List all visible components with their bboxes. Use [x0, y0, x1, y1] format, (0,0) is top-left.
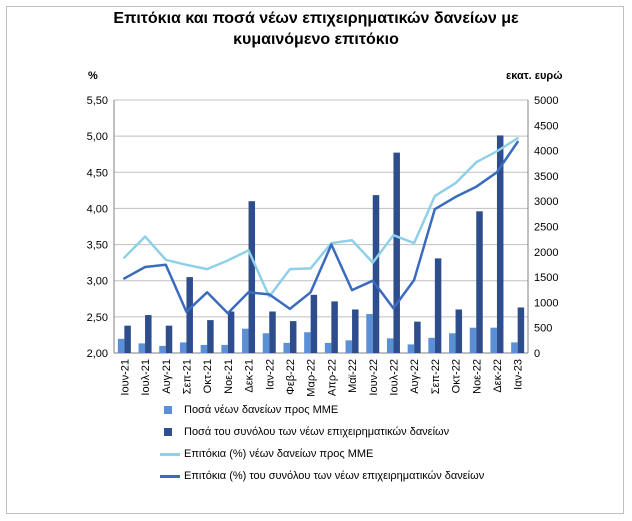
bar-2	[331, 301, 338, 353]
bar-2	[455, 309, 463, 353]
bar-1	[366, 314, 373, 353]
x-tick-label: Νοε-22	[471, 359, 483, 394]
bar-1	[117, 338, 125, 353]
bar-1	[324, 342, 332, 353]
legend-label: Ποσά του συνόλου των νέων επιχειρηματικώ…	[184, 426, 450, 438]
x-tick-label: Φεβ-22	[285, 359, 297, 395]
chart-title: Επιτόκια και ποσά νέων επιχειρηματικών δ…	[0, 8, 632, 50]
x-tick-label: Οκτ-22	[451, 359, 463, 393]
bar-1	[283, 342, 290, 353]
right-tick-label: 2000	[534, 247, 558, 259]
bar-1	[138, 343, 146, 353]
x-tick-label: Μαρ-22	[306, 359, 318, 397]
bar-2	[186, 277, 193, 353]
bar-1	[386, 338, 394, 353]
x-tick-label: Αυγ-22	[409, 359, 421, 394]
bar-2	[124, 325, 131, 353]
x-tick-label: Δεκ-21	[244, 359, 256, 393]
x-tick-label: Αυγ-21	[161, 359, 173, 394]
right-tick-label: 0	[534, 348, 540, 360]
left-tick-label: 2,50	[87, 312, 108, 324]
bar-1	[449, 333, 456, 353]
right-tick-label: 500	[534, 323, 552, 335]
bar-1	[490, 327, 497, 353]
x-tick-label: Απρ-22	[326, 359, 338, 396]
legend-key	[160, 453, 180, 456]
x-tick-label: Ιαν-23	[513, 359, 525, 390]
bar-1	[407, 344, 415, 353]
bar-1	[200, 344, 208, 353]
right-tick-label: 5000	[534, 95, 558, 107]
series-line-1	[123, 137, 519, 298]
bar-1	[469, 327, 477, 353]
chart-title-line2: κυμαινόμενο επιτόκιο	[233, 31, 399, 48]
bar-2	[476, 211, 483, 353]
bar-1	[304, 332, 311, 353]
bar-2	[310, 294, 318, 353]
bar-2	[145, 315, 152, 353]
x-tick-label: Ιουν-21	[119, 359, 131, 396]
right-tick-label: 3000	[534, 196, 558, 208]
x-tick-label: Μαϊ-22	[347, 359, 359, 393]
right-tick-label: 1000	[534, 297, 558, 309]
bar-1	[221, 344, 228, 353]
chart-frame	[6, 6, 624, 514]
bar-2	[517, 307, 525, 353]
x-tick-label: Σεπ-21	[181, 359, 193, 394]
left-axis-unit: %	[88, 70, 98, 82]
bar-1	[179, 342, 187, 353]
bar-2	[496, 135, 504, 353]
bar-2	[227, 311, 235, 353]
right-tick-label: 1500	[534, 272, 558, 284]
bar-1	[428, 337, 435, 353]
legend-key	[160, 475, 180, 478]
x-tick-label: Δεκ-22	[492, 359, 504, 393]
bar-1	[511, 342, 518, 353]
bar-1	[345, 340, 353, 353]
bar-2	[165, 325, 173, 353]
x-tick-label: Σεπ-22	[430, 359, 442, 394]
left-tick-label: 2,00	[87, 348, 108, 360]
left-tick-label: 5,00	[87, 131, 108, 143]
left-tick-label: 3,00	[87, 276, 108, 288]
bar-2	[269, 311, 276, 353]
bar-2	[393, 152, 400, 353]
left-tick-label: 4,50	[87, 167, 108, 179]
x-tick-label: Ιουλ-21	[140, 359, 152, 396]
bar-1	[262, 333, 270, 353]
legend-label: Ποσά νέων δανείων προς ΜΜΕ	[184, 404, 339, 416]
left-tick-label: 4,00	[87, 203, 108, 215]
series-line-2	[123, 140, 519, 315]
legend-key	[164, 406, 172, 414]
bar-2	[414, 321, 421, 353]
bar-1	[159, 345, 166, 353]
legend-label: Επιτόκια (%) νέων δανείων προς ΜΜΕ	[184, 448, 374, 460]
left-tick-label: 5,50	[87, 95, 108, 107]
x-tick-label: Οκτ-21	[202, 359, 214, 393]
x-tick-label: Ιαν-22	[264, 359, 276, 390]
right-axis-unit: εκατ. ευρώ	[506, 70, 563, 82]
right-tick-label: 4500	[534, 120, 558, 132]
right-tick-label: 3500	[534, 171, 558, 183]
bar-2	[207, 320, 214, 353]
legend-label: Επιτόκια (%) του συνόλου των νέων επιχει…	[184, 470, 485, 482]
right-tick-label: 4000	[534, 146, 558, 158]
left-tick-label: 3,50	[87, 240, 108, 252]
right-tick-label: 2500	[534, 222, 558, 234]
bar-2	[289, 321, 297, 353]
bar-2	[372, 195, 380, 353]
x-tick-label: Ιουν-22	[368, 359, 380, 396]
x-tick-label: Ιουλ-22	[388, 359, 400, 396]
bar-1	[242, 328, 249, 353]
bar-2	[434, 258, 442, 353]
bar-2	[352, 309, 359, 353]
x-tick-label: Νοε-21	[223, 359, 235, 394]
chart-title-line1: Επιτόκια και ποσά νέων επιχειρηματικών δ…	[113, 10, 519, 27]
bar-2	[248, 201, 256, 353]
legend-key	[164, 428, 172, 436]
